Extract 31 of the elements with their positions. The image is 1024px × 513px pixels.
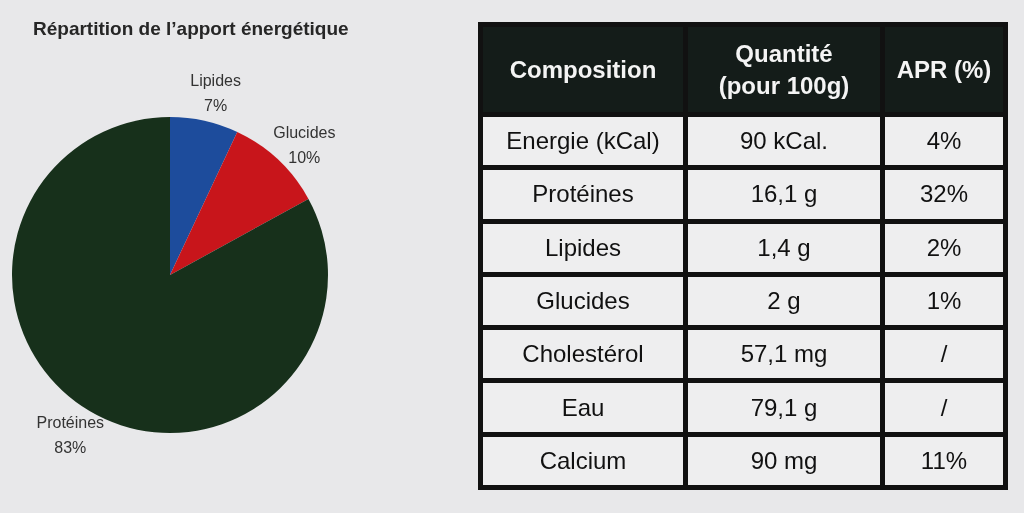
text: 79,1 g (750, 393, 818, 421)
slice-label: Protéines (36, 414, 105, 432)
category-label: Quantité (pour 100g) (685, 24, 883, 115)
text: 1,4 g (757, 233, 811, 261)
category-label: APR (%) (882, 24, 1006, 115)
text: 90 mg (750, 446, 818, 474)
data-label: 10% (288, 149, 321, 167)
data-label: 7% (204, 97, 228, 115)
category-label: Glucides (536, 286, 630, 314)
chart-title: Répartition de l’apport énergétique (33, 18, 349, 39)
text: / (940, 340, 948, 368)
text: / (940, 393, 948, 421)
category-label: Eau (561, 393, 605, 421)
text: 90 kCal. (739, 127, 829, 155)
text: 32% (919, 180, 969, 208)
text: 1% (926, 286, 962, 314)
category-label: Cholestérol (522, 340, 644, 368)
text: 57,1 mg (740, 340, 828, 368)
category-label: Lipides (544, 233, 622, 261)
text: 4% (926, 127, 962, 155)
category-label: Calcium (539, 446, 627, 474)
text: Composition (480, 24, 686, 115)
text: 2% (926, 233, 962, 261)
text: 11% (920, 446, 968, 474)
category-label: Protéines (532, 180, 634, 208)
category-label: Energie (kCal) (506, 127, 660, 155)
slice-label: Glucides (273, 124, 336, 142)
data-label: 83% (54, 439, 87, 457)
text: 2 g (767, 286, 801, 314)
slice-label: Lipides (190, 72, 241, 90)
text: 16,1 g (750, 180, 818, 208)
